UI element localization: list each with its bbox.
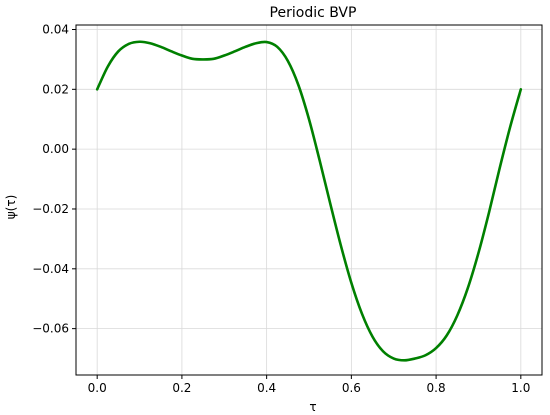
x-tick-label: 0.0 (88, 381, 107, 395)
x-tick-label: 0.4 (257, 381, 276, 395)
y-tick-label: −0.02 (32, 202, 69, 216)
y-tick-label: 0.00 (42, 142, 69, 156)
axis-ticks: 0.0 0.2 0.4 0.6 0.8 1.0 0.04 0.02 0.00 −0.02 −0.04… (32, 22, 530, 395)
x-tick-label: 0.8 (427, 381, 446, 395)
plot-frame (75, 24, 543, 376)
series-lines (95, 40, 523, 362)
y-tick-label: 0.04 (42, 22, 69, 36)
y-axis-label: ψ(τ) (4, 195, 18, 220)
y-tick-label: −0.04 (32, 262, 69, 276)
x-tick-label: 0.2 (172, 381, 191, 395)
x-tick-label: 1.0 (511, 381, 530, 395)
grid-lines (76, 25, 542, 375)
chart-title: Periodic BVP (270, 5, 357, 21)
series-line (95, 40, 523, 362)
x-tick-label: 0.6 (342, 381, 361, 395)
x-axis-label: τ (309, 400, 316, 414)
y-tick-label: 0.02 (42, 82, 69, 96)
y-tick-label: −0.06 (32, 322, 69, 336)
